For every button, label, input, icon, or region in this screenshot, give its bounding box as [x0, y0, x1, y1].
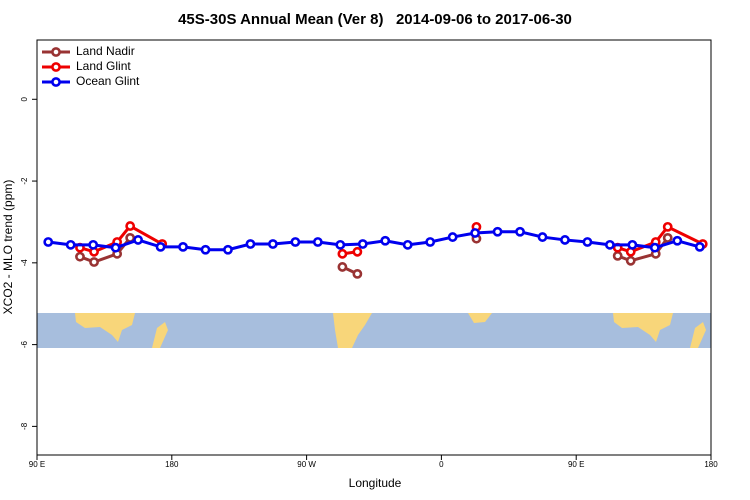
x-tick-label: 180 [704, 460, 718, 469]
x-tick-label: 90 W [297, 460, 316, 469]
legend-marker [51, 62, 61, 72]
point [43, 237, 54, 247]
point [662, 221, 673, 232]
point [672, 235, 683, 246]
y-tick-label: -2 [20, 177, 29, 185]
plot-frame [36, 39, 712, 456]
map-strip [37, 313, 711, 348]
point [200, 244, 211, 255]
y-tick-label: -6 [20, 341, 29, 349]
point [178, 241, 188, 252]
point [312, 237, 323, 247]
y-tick-label: -8 [20, 422, 29, 430]
point [560, 235, 570, 245]
point [75, 251, 85, 262]
point [155, 241, 166, 252]
point [582, 237, 593, 247]
point [380, 235, 391, 246]
point [88, 239, 99, 250]
point [425, 237, 436, 247]
point [694, 241, 705, 252]
point [357, 239, 368, 249]
point [492, 226, 503, 237]
legend-label: Land Nadir [76, 44, 135, 58]
x-tick-label: 90 E [568, 460, 584, 469]
point [612, 250, 623, 261]
point [89, 257, 99, 267]
x-tick-label: 90 E [29, 460, 45, 469]
point [515, 226, 525, 237]
point [352, 268, 363, 279]
x-tick-label: 0 [439, 460, 444, 469]
point [125, 221, 136, 231]
point [627, 239, 638, 250]
point [402, 239, 413, 250]
x-axis-label: Longitude [349, 476, 402, 490]
point [662, 232, 673, 243]
point [245, 239, 256, 249]
y-tick-label: -4 [20, 259, 29, 267]
y-axis-label: XCO2 - MLO trend (ppm) [1, 180, 15, 315]
point [447, 232, 458, 242]
point [605, 239, 615, 250]
y-tick-label: 0 [20, 97, 29, 102]
point [625, 255, 636, 266]
point [290, 237, 301, 247]
point [337, 248, 348, 259]
point [352, 246, 363, 257]
point [65, 239, 76, 250]
point [649, 242, 660, 253]
point [110, 242, 121, 253]
point [223, 244, 233, 255]
x-tick-label: 180 [165, 460, 179, 469]
point [470, 228, 480, 238]
point [537, 232, 548, 242]
legend-label: Land Glint [76, 59, 131, 73]
legend-marker [51, 47, 61, 57]
legend-label: Ocean Glint [76, 74, 140, 88]
legend-marker [51, 77, 61, 87]
point [337, 262, 348, 272]
point [133, 235, 143, 245]
point [267, 239, 278, 249]
chart-title: 45S-30S Annual Mean (Ver 8) 2014-09-06 t… [178, 11, 572, 28]
point [335, 239, 346, 250]
